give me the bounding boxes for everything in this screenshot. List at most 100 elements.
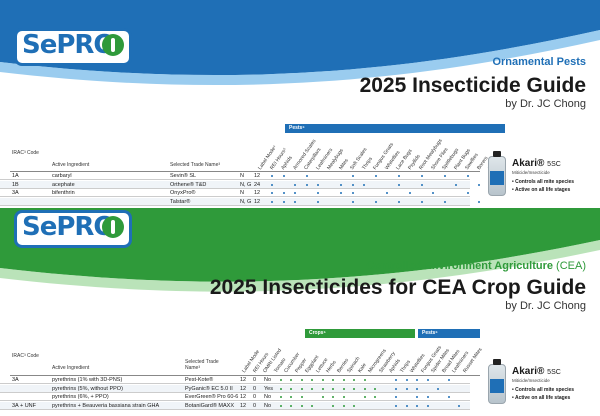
efficacy-dot (282, 192, 285, 194)
efficacy-dot (300, 379, 303, 381)
blue-swoosh-banner (0, 0, 600, 86)
cell-rei: 24 (254, 181, 261, 188)
efficacy-dot (351, 175, 354, 177)
efficacy-dot (374, 175, 377, 177)
efficacy-dot (466, 175, 469, 177)
efficacy-dot (437, 387, 439, 390)
product-name: Akari® 5SC (512, 158, 561, 169)
col-ingredient: Active Ingredient (52, 162, 90, 168)
efficacy-dot (395, 387, 397, 390)
table-row: 3A + UNF pyrethrins + Beauveria bassiana … (0, 401, 470, 410)
col-trade-name: Selected Trade Name³ (170, 162, 221, 168)
efficacy-dot (342, 404, 345, 407)
product-bullet: • Active on all life stages (512, 187, 571, 193)
efficacy-dot (397, 200, 400, 203)
cell-rei: 0 (253, 377, 257, 383)
akari-ad: Akari® 5SC Miticide/Insecticide • Contro… (486, 150, 596, 208)
efficacy-dot (426, 379, 429, 381)
efficacy-dot (271, 175, 273, 177)
cell-mode: 12 (240, 402, 247, 409)
efficacy-dot (279, 387, 282, 390)
efficacy-dot (363, 183, 365, 186)
efficacy-dot (420, 175, 423, 177)
col-irac: IRAC³ Code (12, 353, 39, 359)
efficacy-dot (340, 192, 342, 194)
cell-rei: 12 (254, 173, 261, 179)
table-row: 3A pyrethrins (1% with 3D-PNS) Pest-Kote® 1… (0, 376, 470, 384)
column-header-diagonal: Kale (356, 362, 368, 374)
efficacy-dot (353, 387, 355, 390)
product-bullet: • Controls all mite species (512, 387, 575, 393)
efficacy-dot (420, 183, 423, 186)
efficacy-dot (416, 404, 418, 407)
guide-byline: by Dr. JC Chong (505, 98, 586, 110)
cell-trade: Pest-Kote® (185, 377, 214, 383)
efficacy-dot (351, 183, 354, 186)
bottle-icon (488, 151, 506, 196)
cell-omri: No (264, 394, 272, 400)
cell-ingredient: carbaryl (52, 173, 72, 179)
efficacy-dot (455, 183, 457, 186)
efficacy-dot (279, 396, 282, 398)
cell-mode: N (240, 190, 244, 196)
guide-title: 2025 Insecticides for CEA Crop Guide (209, 276, 586, 299)
guide-title: 2025 Insecticide Guide (359, 74, 586, 97)
efficacy-dot (416, 387, 418, 390)
efficacy-dot (397, 175, 400, 177)
efficacy-dot (447, 379, 450, 381)
efficacy-dot (317, 183, 319, 186)
table-row: 3A bifenthrin OnyxPro® N 12 (0, 189, 470, 197)
leaf-icon (102, 34, 124, 56)
efficacy-dot (386, 192, 388, 194)
cell-ingredient: acephate (52, 181, 75, 188)
efficacy-dot (432, 192, 434, 194)
efficacy-dot (282, 175, 285, 177)
cell-rei: 0 (253, 402, 257, 409)
efficacy-dot (279, 379, 282, 381)
efficacy-dot (363, 396, 366, 398)
efficacy-dot (305, 175, 308, 177)
efficacy-dot (321, 387, 324, 390)
efficacy-dot (271, 183, 273, 186)
efficacy-dot (290, 387, 292, 390)
sepro-logo: SePRO (14, 210, 132, 248)
efficacy-dot (294, 183, 296, 186)
efficacy-dot (395, 404, 397, 407)
efficacy-dot (294, 192, 296, 194)
cell-ingredient: pyrethrins (6%, + PPO) (52, 394, 109, 400)
table-row: 1B acephate Orthene® T&D N, G 24 (0, 180, 480, 189)
product-bullet: • Active on all life stages (512, 395, 571, 401)
cell-trade: Sevin® SL (170, 173, 197, 179)
efficacy-dot (416, 379, 418, 381)
efficacy-dot (416, 396, 418, 398)
table-row: pyrethrins (5%, without PPO) PyGanic® EC … (0, 384, 470, 393)
cell-rei: 0 (253, 385, 257, 392)
cell-mode: N (240, 173, 244, 179)
efficacy-dot (409, 192, 411, 194)
efficacy-dot (300, 387, 303, 390)
efficacy-dot (351, 200, 354, 203)
table-row: 1A carbaryl Sevin® SL N 12 (0, 172, 470, 180)
efficacy-dot (374, 387, 376, 390)
efficacy-dot (305, 183, 308, 186)
efficacy-dot (405, 379, 408, 381)
product-name: Akari® 5SC (512, 366, 561, 377)
guide-subtitle: Controlled Environment Agriculture (CEA) (366, 260, 586, 272)
guide-byline: by Dr. JC Chong (505, 300, 586, 312)
efficacy-dot (353, 404, 355, 407)
efficacy-dot (353, 379, 355, 381)
cell-mode: N, G (240, 181, 252, 188)
crops-band: Crops⁵ (305, 329, 415, 338)
product-bullet: • Controls all mite species (512, 179, 575, 185)
column-header-diagonal: Mites (337, 157, 350, 171)
cell-irac: 3A + UNF (12, 402, 36, 409)
efficacy-dot (317, 200, 319, 203)
cell-irac: 3A (12, 377, 19, 383)
table-row: Talstar® N, G 12 (0, 197, 480, 206)
sepro-logo: SePRO (14, 28, 132, 66)
efficacy-dot (311, 379, 313, 381)
efficacy-dot (317, 192, 319, 194)
cell-ingredient: pyrethrins (1% with 3D-PNS) (52, 377, 123, 383)
efficacy-dot (311, 404, 313, 407)
product-type: Miticide/Insecticide (512, 378, 550, 383)
